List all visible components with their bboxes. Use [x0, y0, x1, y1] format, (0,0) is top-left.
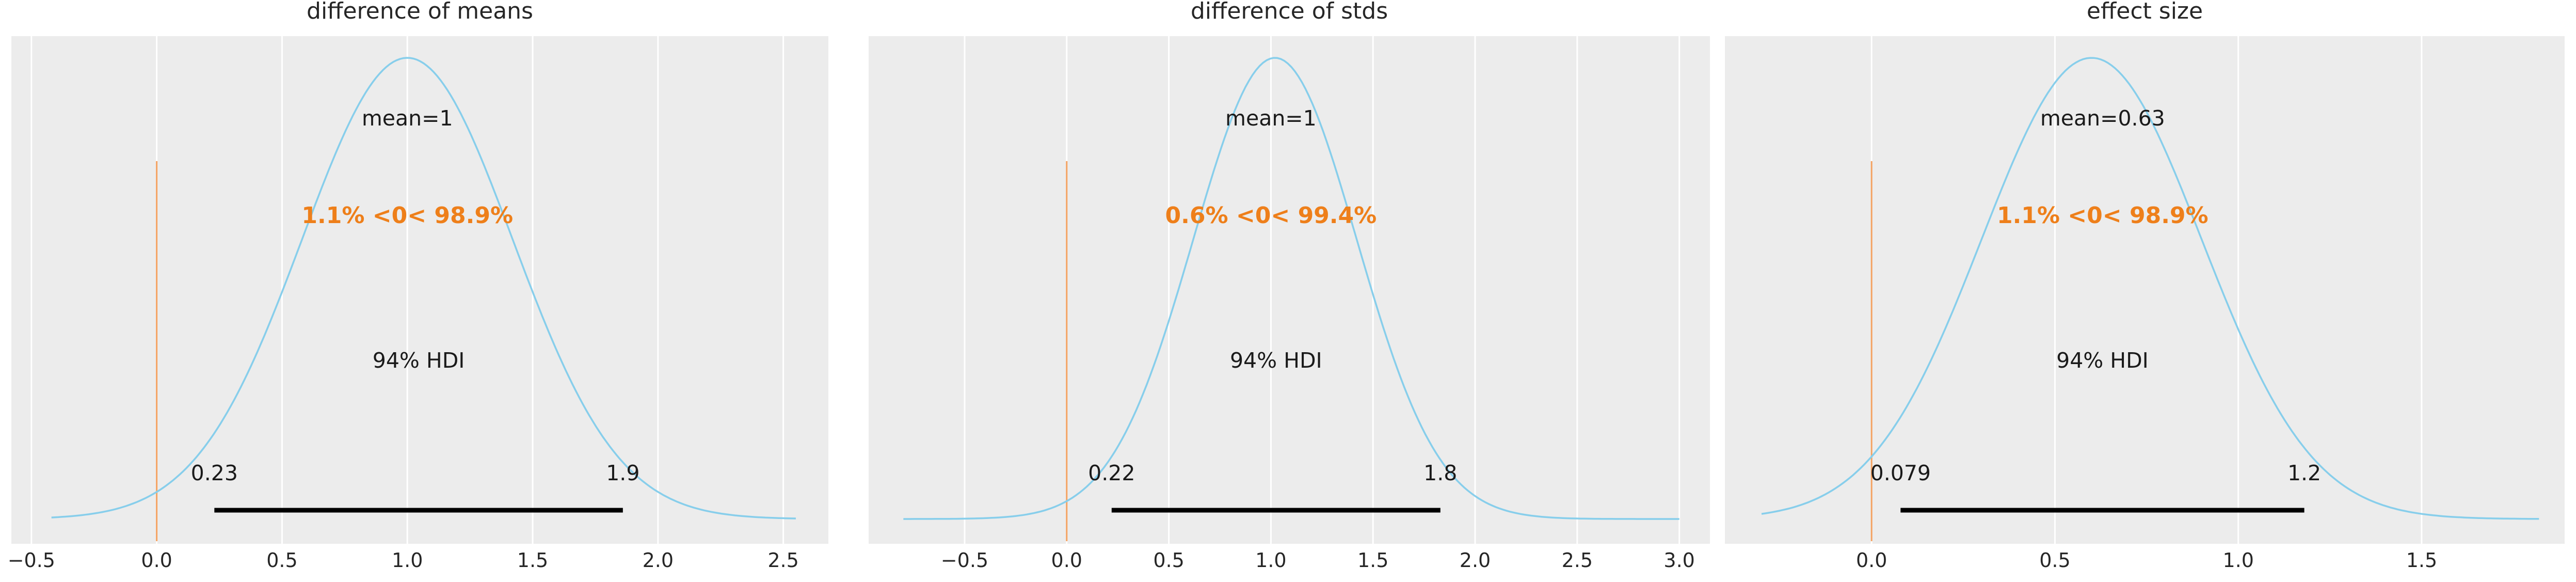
x-tick-labels: −0.5 0.0 0.5 1.0 1.5 2.0 2.5 [8, 549, 799, 572]
axes-background [869, 36, 1710, 544]
x-tick-label: 0.0 [1051, 549, 1082, 572]
x-tick-label: 1.0 [2222, 549, 2253, 572]
hdi-low-label: 0.079 [1870, 461, 1931, 485]
panel-title: difference of means [307, 0, 533, 24]
hdi-probability-label: 94% HDI [2056, 348, 2149, 373]
reference-value-label: 0.6% <0< 99.4% [1165, 202, 1377, 229]
x-tick-label: −0.5 [8, 549, 55, 572]
kde-curve [51, 57, 796, 520]
reference-value-label: 1.1% <0< 98.9% [1997, 202, 2209, 229]
hdi-high-label: 1.9 [606, 461, 639, 485]
hdi-probability-label: 94% HDI [1230, 348, 1322, 373]
x-tick-label: 1.5 [1357, 549, 1388, 572]
x-tick-labels: −0.5 0.0 0.5 1.0 1.5 2.0 2.5 3.0 [941, 549, 1695, 572]
panel-title: difference of stds [1191, 0, 1388, 24]
x-tick-label: 0.5 [1153, 549, 1184, 572]
x-tick-label: 1.0 [1255, 549, 1286, 572]
point-estimate-label: mean=1 [1225, 106, 1317, 131]
panel-title: effect size [2087, 0, 2203, 24]
point-estimate-label: mean=0.63 [2040, 106, 2165, 131]
x-tick-label: 2.5 [767, 549, 798, 572]
hdi-probability-label: 94% HDI [373, 348, 465, 373]
x-tick-label: −0.5 [941, 549, 988, 572]
x-tick-label: 3.0 [1663, 549, 1694, 572]
x-tick-label: 1.5 [2406, 549, 2437, 572]
x-tick-label: 1.0 [392, 549, 423, 572]
axes-background [11, 36, 828, 544]
x-tick-label: 2.5 [1562, 549, 1593, 572]
x-tick-label: 0.5 [266, 549, 297, 572]
hdi-low-label: 0.23 [191, 461, 238, 485]
hdi-low-label: 0.22 [1088, 461, 1135, 485]
x-tick-label: 0.0 [141, 549, 172, 572]
kde-curve [903, 57, 1679, 520]
x-tick-labels: 0.0 0.5 1.0 1.5 [1856, 549, 2437, 572]
x-tick-label: 2.0 [1460, 549, 1491, 572]
hdi-high-label: 1.2 [2287, 461, 2321, 485]
x-tick-label: 1.5 [517, 549, 548, 572]
x-tick-label: 0.5 [2039, 549, 2070, 572]
axes-background [1725, 36, 2565, 544]
x-tick-label: 2.0 [643, 549, 674, 572]
reference-value-label: 1.1% <0< 98.9% [301, 202, 513, 229]
hdi-high-label: 1.8 [1423, 461, 1457, 485]
x-tick-label: 0.0 [1856, 549, 1887, 572]
panel-difference-of-stds: difference of stds mean=1 0.6% <0< 99.4%… [869, 0, 1710, 572]
panel-difference-of-means: difference of means mean=1 1.1% <0< 98.9… [8, 0, 828, 572]
panel-effect-size: effect size mean=0.63 1.1% <0< 98.9% 94%… [1725, 0, 2565, 572]
point-estimate-label: mean=1 [362, 106, 453, 131]
kde-curve [1761, 57, 2539, 520]
